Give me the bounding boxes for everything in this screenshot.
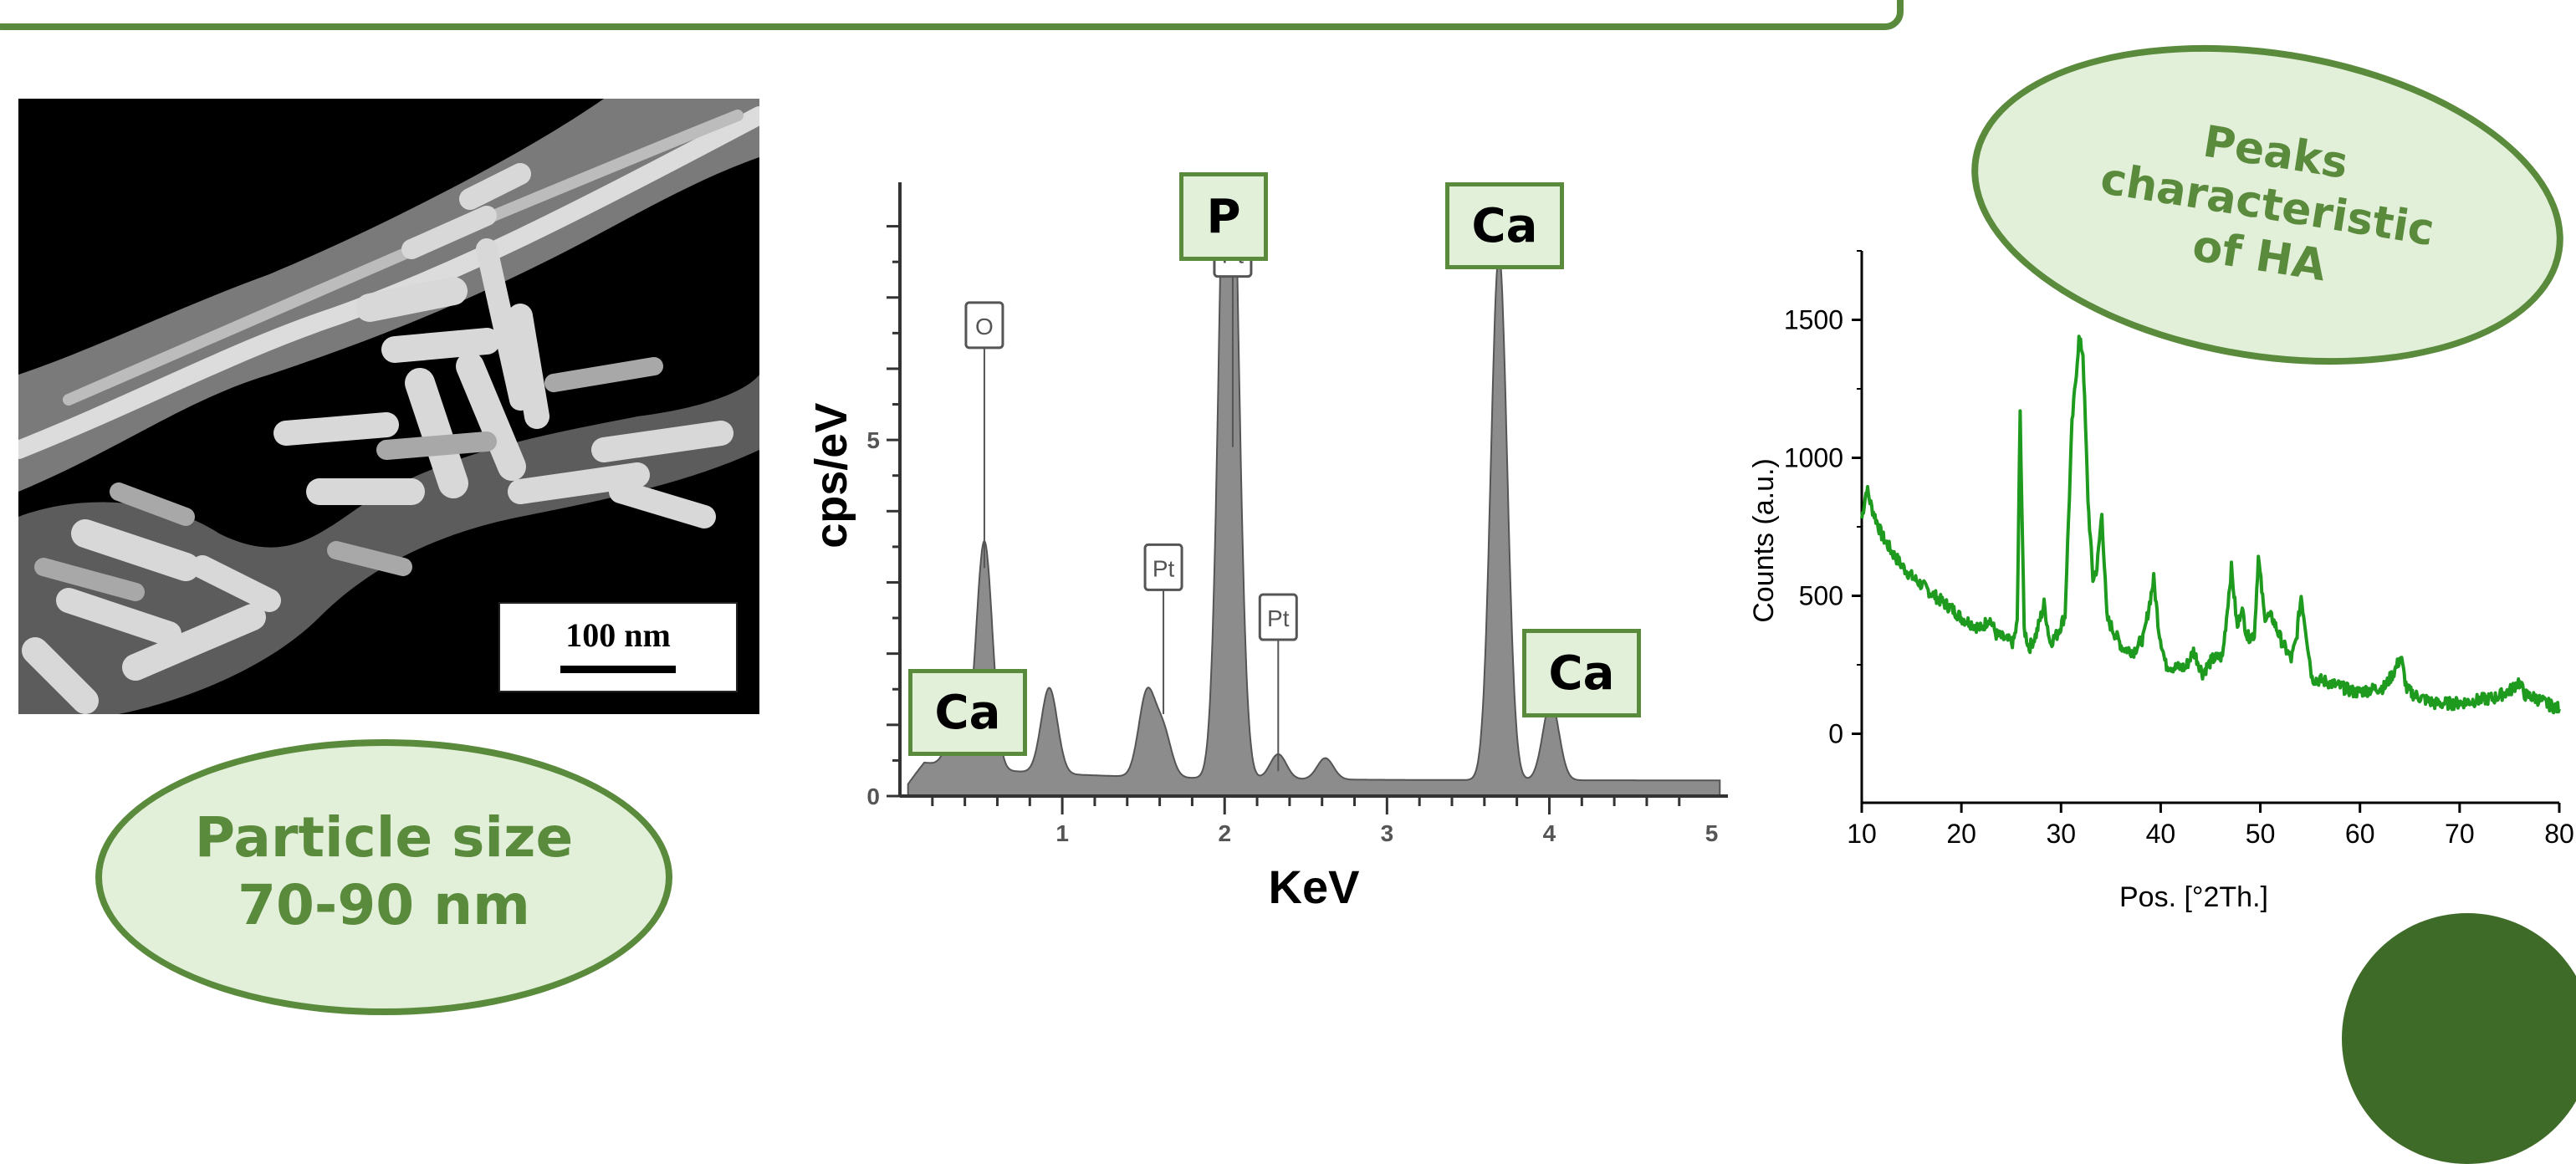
xrd-x-axis-label: Pos. [°2Th.] — [2119, 881, 2268, 913]
eds-x-tick-label: 5 — [1705, 820, 1719, 846]
eds-label-ca-high: Ca — [1445, 182, 1564, 269]
xrd-x-tick-label: 50 — [2246, 819, 2276, 849]
sem-texture — [18, 99, 759, 714]
xrd-y-tick-label: 0 — [1828, 719, 1843, 749]
eds-annotation-label: Pt — [1267, 605, 1290, 631]
eds-label-p: P — [1179, 172, 1268, 261]
xrd-y-tick-label: 500 — [1799, 581, 1843, 611]
xrd-y-tick-label: 1500 — [1784, 305, 1843, 335]
eds-x-tick-label: 3 — [1381, 820, 1394, 846]
scale-bar-label: 100 nm — [565, 616, 671, 654]
eds-x-tick-label: 4 — [1543, 820, 1556, 846]
xrd-x-tick-label: 80 — [2544, 819, 2574, 849]
eds-annotation-box — [1143, 543, 1183, 591]
eds-y-tick-label: 5 — [866, 427, 880, 453]
eds-annotation-box — [964, 301, 1004, 350]
xrd-x-tick-label: 20 — [1946, 819, 1976, 849]
scale-bar-line — [560, 666, 676, 673]
eds-label-ca-low: Ca — [908, 669, 1027, 756]
xrd-x-tick-label: 40 — [2146, 819, 2176, 849]
xrd-x-tick-label: 30 — [2046, 819, 2076, 849]
eds-annotation-label: O — [975, 314, 994, 340]
eds-x-tick-label: 1 — [1055, 820, 1069, 846]
xrd-y-axis-label: Counts (a.u.) — [1748, 458, 1780, 623]
scale-bar-box: 100 nm — [498, 602, 738, 692]
decorative-arc — [2342, 913, 2576, 1164]
xrd-x-tick-label: 70 — [2445, 819, 2475, 849]
xrd-x-tick-label: 10 — [1847, 819, 1877, 849]
eds-y-tick-label: 0 — [866, 784, 880, 809]
eds-y-axis-label: cps/eV — [806, 403, 856, 549]
xrd-series-line — [1860, 334, 2561, 715]
eds-x-axis-label: KeV — [1269, 860, 1360, 913]
top-banner — [0, 0, 1904, 30]
xrd-pattern-chart: 0 500 1000 1500 10 20 30 40 50 60 70 80 Counts (a.u.… — [1748, 250, 2574, 913]
xrd-x-tick-label: 60 — [2345, 819, 2375, 849]
eds-annotation-box — [1258, 593, 1298, 641]
eds-label-ca-right: Ca — [1522, 629, 1641, 717]
eds-x-tick-label: 2 — [1218, 820, 1231, 846]
sem-micrograph: 100 nm — [18, 99, 759, 714]
eds-annotation-label: Pt — [1153, 555, 1175, 581]
xrd-y-tick-label: 1000 — [1784, 443, 1843, 473]
particle-size-note: Particle size 70-90 nm — [95, 739, 672, 1015]
